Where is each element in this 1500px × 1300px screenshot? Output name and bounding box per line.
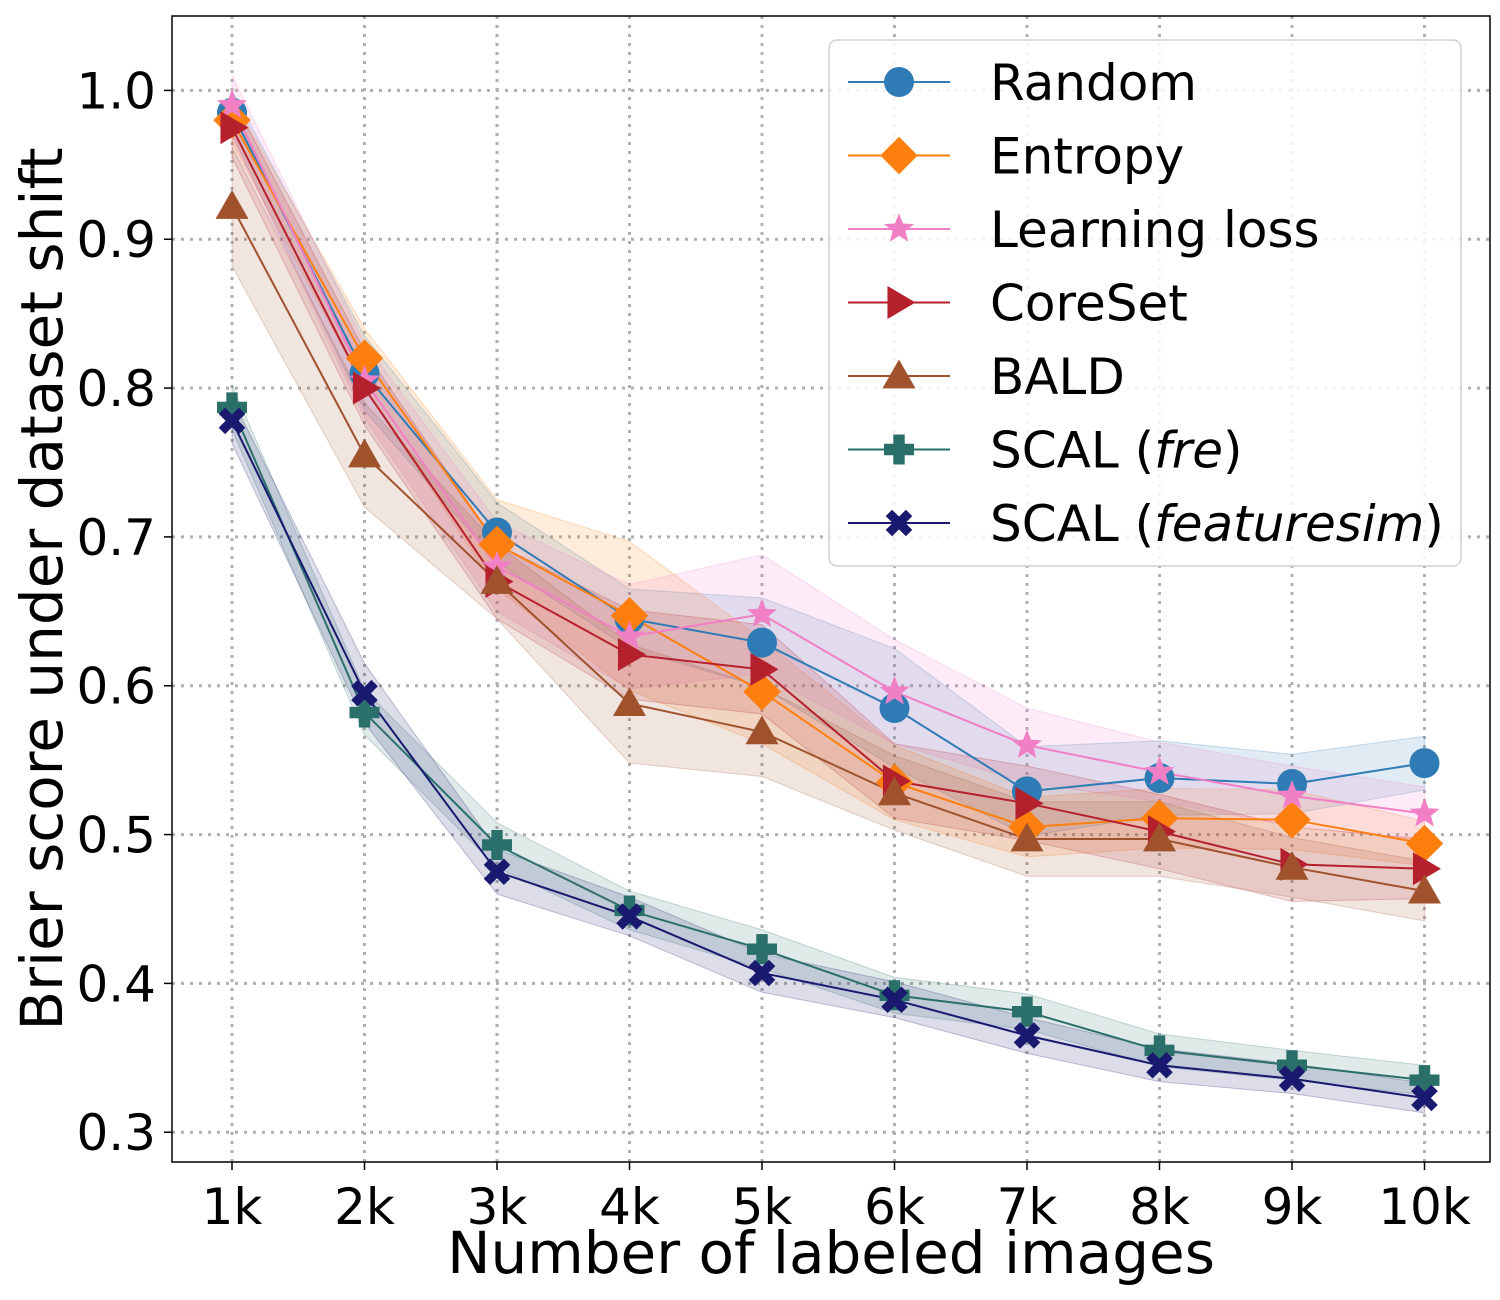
point-scal-featuresim [218, 407, 246, 435]
y-tick-label: 0.6 [76, 658, 156, 716]
x-tick-label: 4k [599, 1178, 660, 1236]
legend-label-entropy: Entropy [990, 128, 1184, 186]
point-bald [613, 687, 646, 716]
legend-label-learning-loss: Learning loss [990, 201, 1320, 259]
plot-frame [171, 15, 1491, 1163]
point-bald [215, 190, 249, 219]
point-entropy [1273, 800, 1311, 839]
point-scal-fre [1277, 1050, 1307, 1081]
point-scal-fre [349, 697, 380, 728]
y-axis-title: Brier score under dataset shift [8, 147, 76, 1030]
point-scal-featuresim [748, 959, 776, 987]
point-scal-featuresim [1278, 1065, 1306, 1092]
y-tick-label: 0.4 [76, 955, 156, 1013]
point-scal-featuresim [483, 858, 511, 885]
y-tick-label: 0.8 [76, 360, 156, 418]
point-scal-featuresim [1146, 1052, 1173, 1079]
legend: Random Entropy Learning loss CoreSet BALD SCA… [828, 39, 1462, 567]
line-scal-featuresim [231, 420, 1425, 1099]
legend-label-bald: BALD [990, 348, 1125, 406]
legend-label-scal-featuresim: SCAL (featuresim) [990, 495, 1444, 553]
line-scal-fre [231, 407, 1425, 1082]
legend-label-random: Random [990, 54, 1197, 112]
point-random [1409, 748, 1440, 779]
point-coreset [220, 111, 249, 145]
series-lines [231, 104, 1425, 1099]
x-tick-label: 7k [997, 1178, 1058, 1236]
y-tick-label: 0.3 [76, 1104, 156, 1162]
point-bald [1408, 874, 1441, 904]
point-learning-loss [1277, 780, 1307, 809]
x-tick-label: 3k [467, 1178, 528, 1236]
point-coreset [1412, 852, 1441, 886]
y-tick-label: 0.7 [76, 509, 156, 567]
point-learning-loss [217, 89, 247, 118]
point-coreset [1015, 786, 1044, 820]
x-tick-label: 6k [864, 1178, 925, 1236]
point-scal-featuresim [616, 903, 643, 930]
legend-marker-scal-featuresim [885, 509, 913, 537]
line-bald [231, 206, 1425, 893]
y-tick-label: 1.0 [76, 62, 156, 120]
point-entropy [345, 339, 384, 378]
point-bald [1010, 822, 1044, 852]
x-tick-label: 8k [1129, 1178, 1190, 1236]
confidence-bands [231, 75, 1425, 1114]
x-tick-label: 1k [202, 1178, 263, 1236]
legend-marker-coreset [887, 286, 916, 319]
point-learning-loss [1409, 798, 1440, 827]
line-entropy [231, 119, 1425, 845]
point-bald [878, 776, 911, 806]
legend-box [828, 39, 1462, 567]
x-tick-label: 2k [334, 1178, 395, 1236]
legend-marker-scal-fre [884, 434, 914, 465]
point-scal-fre [1144, 1035, 1175, 1066]
y-tick-label: 0.5 [76, 807, 156, 865]
point-bald [348, 438, 381, 468]
point-scal-fre [1409, 1065, 1440, 1096]
point-scal-featuresim [1411, 1084, 1438, 1112]
point-learning-loss [747, 598, 777, 627]
point-scal-featuresim [1013, 1022, 1041, 1049]
point-scal-fre [747, 934, 777, 965]
point-scal-featuresim [881, 986, 908, 1013]
point-learning-loss [879, 675, 910, 705]
point-coreset [750, 652, 779, 686]
legend-label-scal-fre: SCAL (fre) [990, 422, 1243, 480]
point-bald [1143, 822, 1176, 852]
point-learning-loss [1144, 756, 1175, 785]
point-entropy [1405, 824, 1444, 863]
x-tick-label: 5k [732, 1178, 793, 1236]
point-random [747, 627, 777, 658]
line-coreset [231, 127, 1425, 870]
x-tick-label: 10k [1378, 1178, 1471, 1236]
point-bald [480, 565, 514, 594]
point-bald [1275, 850, 1309, 880]
point-coreset [617, 637, 646, 671]
y-axis-ticks: 0.3 0.4 0.5 0.6 0.7 0.8 0.9 1.0 [76, 62, 172, 1162]
series-markers [213, 89, 1444, 1112]
point-learning-loss [1012, 729, 1042, 758]
y-tick-label: 0.9 [76, 211, 156, 269]
x-axis-title: Number of labeled images [447, 1219, 1215, 1287]
x-axis-ticks: 1k 2k 3k 4k 5k 6k 7k 8k 9k 10k [202, 1162, 1471, 1236]
x-tick-label: 9k [1262, 1178, 1323, 1236]
point-bald [745, 715, 779, 745]
legend-marker-entropy [880, 136, 918, 175]
legend-marker-bald [882, 359, 916, 389]
band-scal-featuresim [231, 398, 1425, 1114]
point-scal-fre [482, 829, 512, 860]
line-learning-loss [231, 104, 1425, 815]
legend-marker-learning-loss [884, 213, 914, 242]
point-coreset [352, 371, 381, 405]
point-entropy [478, 525, 516, 564]
legend-marker-random [884, 67, 914, 97]
point-scal-fre [1012, 996, 1042, 1027]
point-scal-featuresim [351, 679, 378, 707]
point-entropy [610, 597, 649, 635]
point-learning-loss [614, 620, 645, 650]
point-scal-fre [217, 392, 247, 423]
legend-label-coreset: CoreSet [990, 275, 1188, 333]
